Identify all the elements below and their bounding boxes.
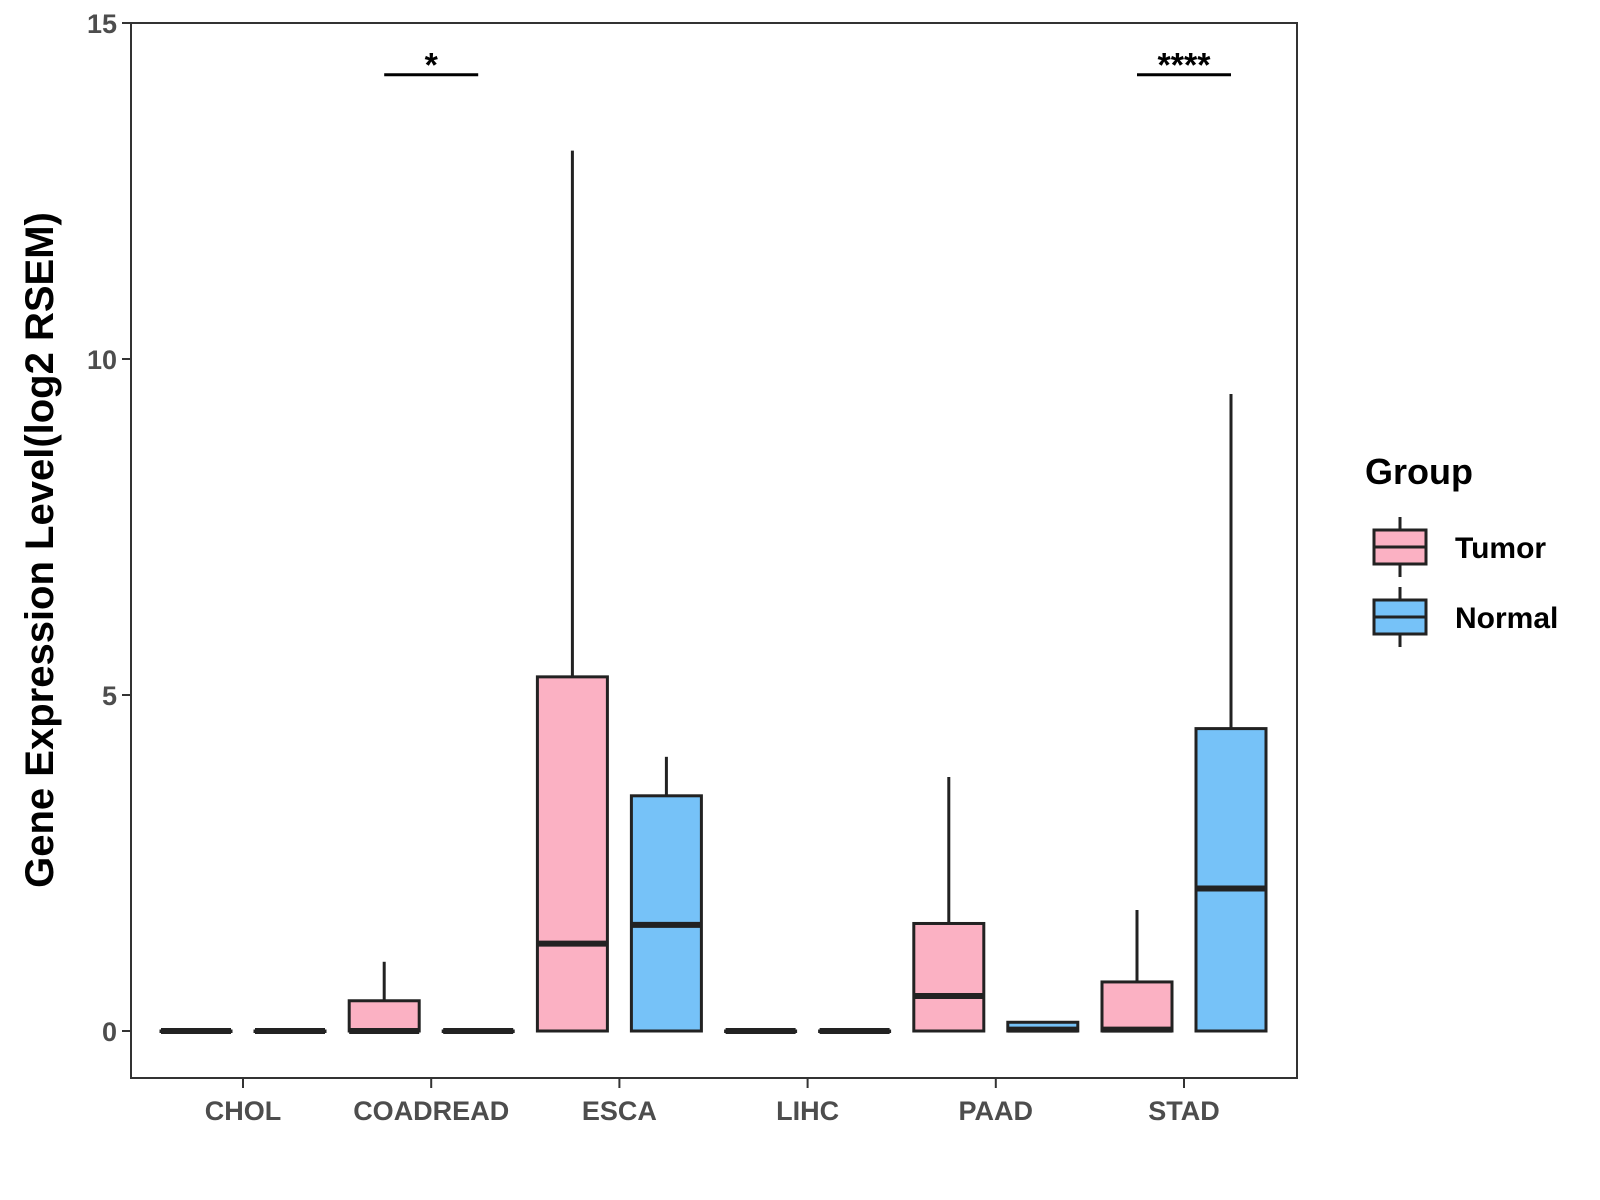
box (629, 794, 703, 1033)
box-group (1006, 1020, 1080, 1033)
x-tick-label: CHOL (205, 1096, 282, 1126)
x-tick-label: PAAD (959, 1096, 1034, 1126)
y-tick-label: 0 (102, 1017, 117, 1047)
legend-label: Normal (1455, 602, 1558, 635)
y-tick-label: 15 (87, 9, 117, 39)
x-tick-label: LIHC (776, 1096, 839, 1126)
box (1100, 980, 1174, 1033)
plot-panel (130, 22, 1298, 1079)
significance-label: * (425, 47, 439, 85)
box-group (253, 1028, 327, 1034)
significance-label: **** (1158, 47, 1212, 85)
box-group (912, 776, 986, 1033)
y-tick-label: 5 (102, 681, 117, 711)
y-tick-label: 10 (87, 345, 117, 375)
box-group (441, 1028, 515, 1034)
box-group (1194, 393, 1268, 1033)
box-group (347, 961, 421, 1034)
box (1194, 727, 1268, 1033)
box-group (1100, 910, 1174, 1033)
box-group (629, 756, 703, 1033)
box-group (724, 1028, 798, 1034)
legend-title: Group (1365, 451, 1473, 492)
legend: Group Tumor Normal (1365, 451, 1558, 647)
box-group (159, 1028, 233, 1034)
x-tick-label: COADREAD (353, 1096, 509, 1126)
x-tick-label: STAD (1148, 1096, 1220, 1126)
box (347, 999, 421, 1033)
y-axis-label: Gene Expression Level(log2 RSEM) (18, 212, 62, 888)
x-axis: CHOL COADREAD ESCA LIHC PAAD STAD (205, 1078, 1220, 1126)
boxes (159, 150, 1268, 1034)
box-group (535, 150, 609, 1033)
significance-annotations: * **** (384, 47, 1231, 85)
box (535, 675, 609, 1033)
legend-label: Tumor (1455, 532, 1546, 565)
x-tick-label: ESCA (582, 1096, 657, 1126)
y-axis: 0 5 10 15 (87, 9, 131, 1047)
box-group (818, 1028, 892, 1034)
box (912, 921, 986, 1033)
